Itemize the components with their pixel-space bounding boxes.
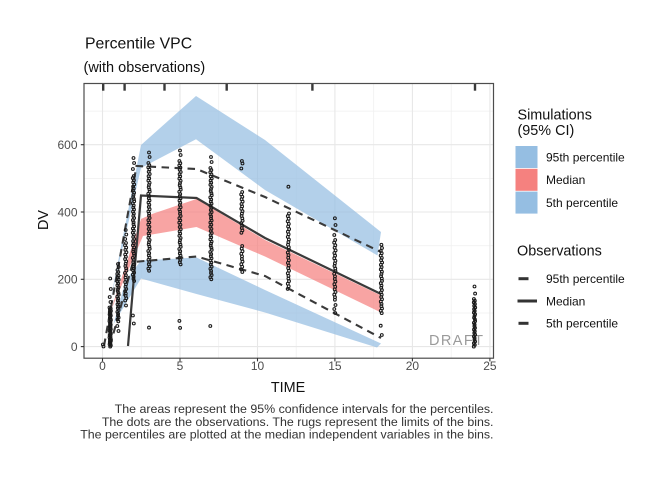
svg-text:DRAFT: DRAFT bbox=[429, 333, 484, 349]
svg-text:200: 200 bbox=[57, 273, 77, 287]
svg-text:600: 600 bbox=[57, 138, 77, 152]
svg-text:15: 15 bbox=[328, 359, 342, 373]
svg-text:(with observations): (with observations) bbox=[84, 60, 206, 76]
svg-text:(95% CI): (95% CI) bbox=[518, 123, 575, 139]
svg-text:5th percentile: 5th percentile bbox=[546, 196, 618, 210]
svg-text:Simulations: Simulations bbox=[518, 108, 592, 124]
svg-text:25: 25 bbox=[483, 359, 497, 373]
svg-text:400: 400 bbox=[57, 205, 77, 219]
svg-text:Observations: Observations bbox=[517, 244, 602, 260]
svg-text:The percentiles are plotted at: The percentiles are plotted at the media… bbox=[80, 427, 493, 441]
svg-text:Median: Median bbox=[546, 173, 585, 187]
svg-text:TIME: TIME bbox=[271, 380, 305, 396]
svg-text:20: 20 bbox=[406, 359, 420, 373]
svg-text:The dots are the observations.: The dots are the observations. The rugs … bbox=[102, 415, 494, 429]
svg-text:10: 10 bbox=[251, 359, 265, 373]
svg-text:Median: Median bbox=[546, 294, 585, 308]
svg-text:95th percentile: 95th percentile bbox=[546, 272, 625, 286]
svg-text:5th percentile: 5th percentile bbox=[546, 317, 618, 331]
svg-text:Percentile VPC: Percentile VPC bbox=[85, 36, 192, 53]
svg-text:0: 0 bbox=[71, 340, 78, 354]
svg-text:95th percentile: 95th percentile bbox=[546, 150, 625, 164]
svg-text:The areas represent the 95% co: The areas represent the 95% confidence i… bbox=[115, 402, 494, 416]
svg-text:DV: DV bbox=[36, 210, 52, 230]
svg-text:5: 5 bbox=[177, 359, 184, 373]
svg-text:0: 0 bbox=[99, 359, 106, 373]
